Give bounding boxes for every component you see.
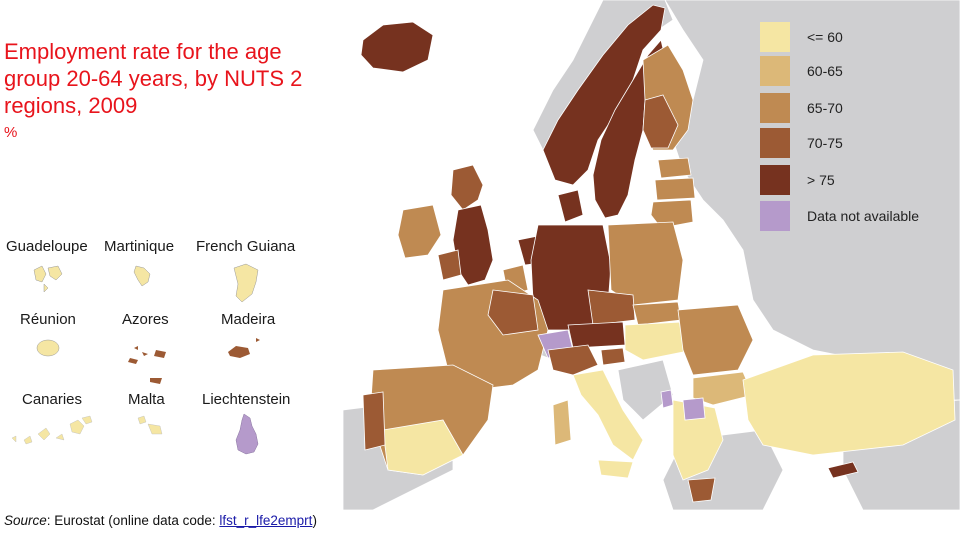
legend-label: <= 60 xyxy=(807,29,843,45)
inset-map-liechtenstein xyxy=(235,413,259,455)
legend-swatch xyxy=(760,93,790,123)
legend-swatch xyxy=(760,22,790,52)
map-title: Employment rate for the age group 20-64 … xyxy=(4,39,303,118)
source-code-link[interactable]: lfst_r_lfe2emprt xyxy=(219,513,313,528)
inset-label-liechtenstein: Liechtenstein xyxy=(202,391,291,408)
inset-map-azores xyxy=(128,346,166,384)
inset-label-malta: Malta xyxy=(128,391,165,408)
inset-label-azores: Azores xyxy=(122,311,169,328)
legend-label: > 75 xyxy=(807,172,835,188)
source-suffix: ) xyxy=(312,513,317,528)
source-prefix: Source xyxy=(4,513,47,528)
inset-label-martinique: Martinique xyxy=(104,238,175,255)
legend-swatch xyxy=(760,56,790,86)
source-text: : Eurostat (online data code: xyxy=(46,513,220,528)
inset-label-reunion: Réunion xyxy=(20,311,76,328)
inset-map-canaries xyxy=(11,415,93,445)
legend-swatch xyxy=(760,128,790,158)
inset-label-french-guiana: French Guiana xyxy=(196,238,296,255)
source-note: Source: Eurostat (online data code: lfst… xyxy=(4,513,317,528)
inset-label-canaries: Canaries xyxy=(22,391,83,408)
legend-label: 65-70 xyxy=(807,100,843,116)
inset-label-guadeloupe: Guadeloupe xyxy=(6,238,88,255)
legend-item-not-available: Data not available xyxy=(760,201,960,231)
unit-label: % xyxy=(4,124,18,141)
inset-map-malta xyxy=(137,415,163,435)
inset-map-french-guiana xyxy=(233,263,259,303)
legend-swatch xyxy=(760,201,790,231)
inset-map-martinique xyxy=(133,265,151,287)
inset-map-reunion xyxy=(36,339,60,357)
legend-item-65-70: 65-70 xyxy=(760,93,960,123)
legend-swatch xyxy=(760,165,790,195)
legend-item-le-60: <= 60 xyxy=(760,22,960,52)
legend-item-70-75: 70-75 xyxy=(760,128,960,158)
legend-label: Data not available xyxy=(807,208,920,224)
legend-label: 70-75 xyxy=(807,135,843,151)
legend-label: 60-65 xyxy=(807,63,843,79)
europe-choropleth-map xyxy=(343,0,960,510)
inset-map-madeira xyxy=(228,338,260,358)
inset-label-madeira: Madeira xyxy=(221,311,276,328)
inset-map-guadeloupe xyxy=(33,265,63,293)
legend-item-gt-75: > 75 xyxy=(760,165,960,195)
legend-item-60-65: 60-65 xyxy=(760,56,960,86)
region-fills xyxy=(360,4,956,503)
